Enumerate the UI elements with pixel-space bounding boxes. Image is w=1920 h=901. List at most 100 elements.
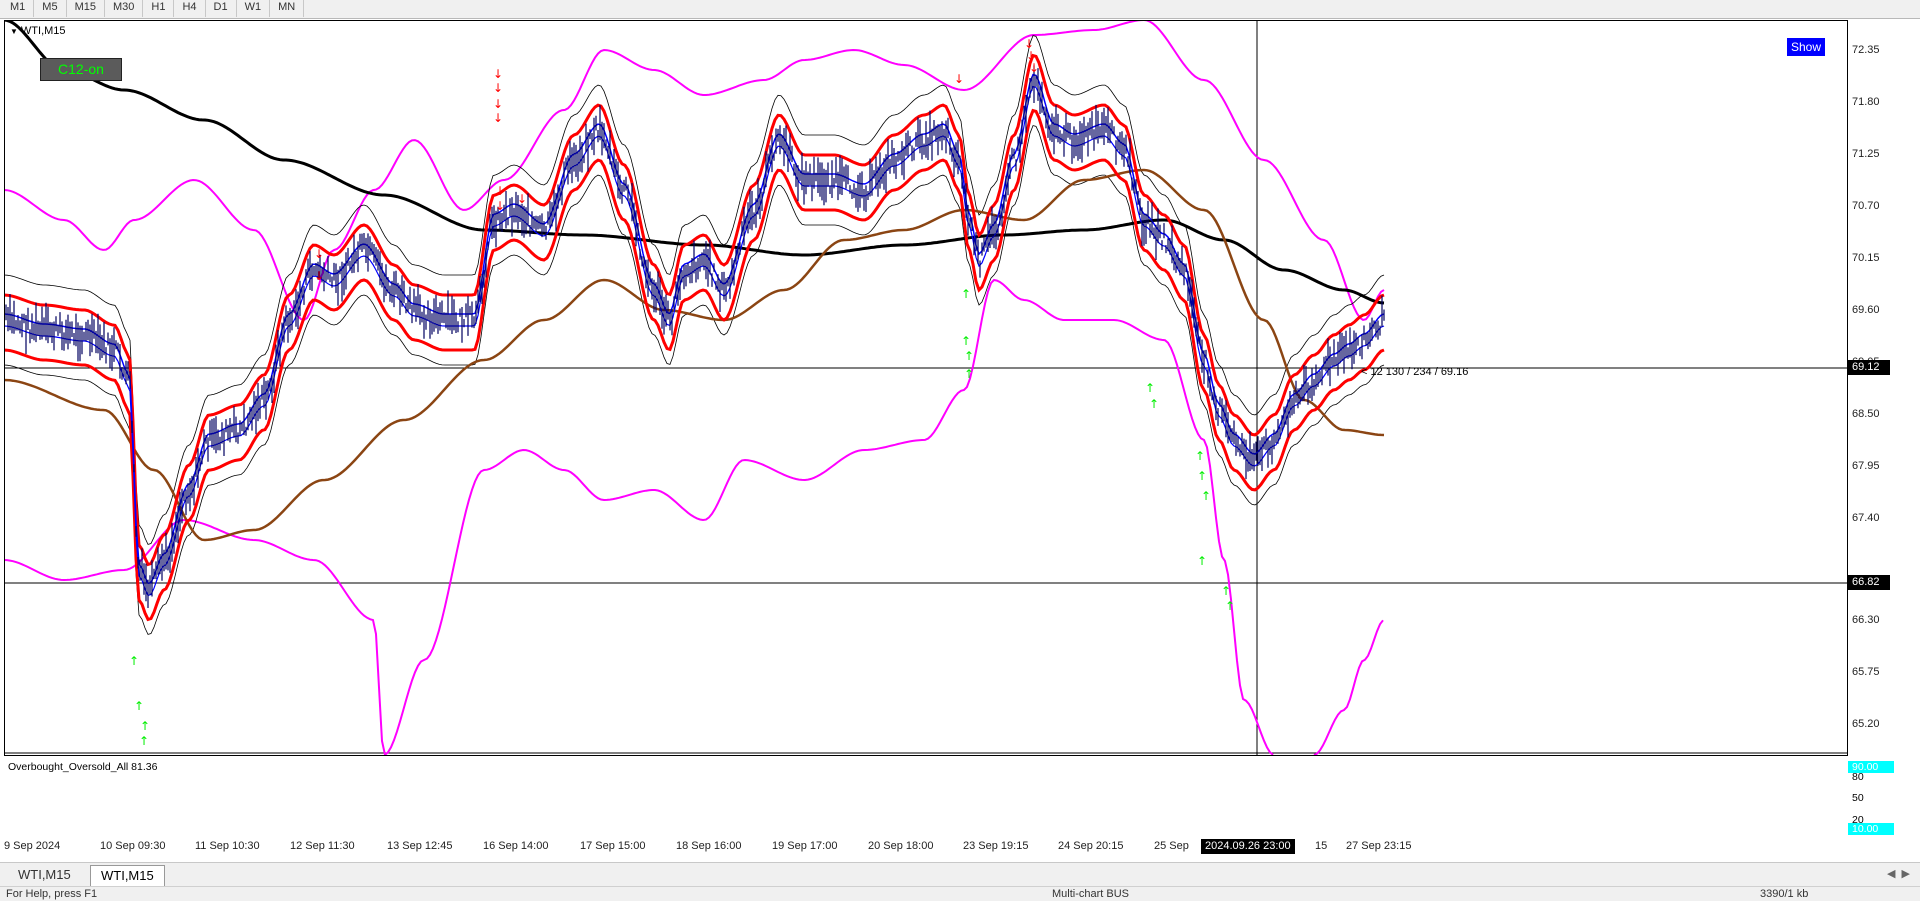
buy-arrow-icon: ↑ <box>1145 381 1155 395</box>
time-label: 15 <box>1315 840 1328 852</box>
buy-arrow-icon: ↑ <box>964 349 974 363</box>
crosshair-annotation: < 12 130 / 234 / 69.16 <box>1361 366 1469 378</box>
sell-arrow-icon: ↓ <box>493 97 503 111</box>
timeframe-button-m1[interactable]: M1 <box>2 0 35 17</box>
buy-arrow-icon: ↑ <box>139 734 149 748</box>
time-label: 9 Sep 2024 <box>4 840 61 852</box>
envelope-upper-line <box>4 20 1385 322</box>
time-label: 27 Sep 23:15 <box>1346 840 1412 852</box>
price-label: 71.25 <box>1852 148 1880 160</box>
sell-arrow-icon: ↓ <box>314 247 324 261</box>
tab-wti-m15-1[interactable]: WTI,M15 <box>18 867 71 882</box>
chart-tabs-bar: WTI,M15 WTI,M15 ◀ ▶ <box>0 862 1920 887</box>
timeframe-button-mn[interactable]: MN <box>270 0 305 17</box>
oscillator-level-20: 20 <box>1852 814 1864 826</box>
collapse-triangle-icon[interactable]: ▼ <box>10 27 18 36</box>
tab-scroll-arrows[interactable]: ◀ ▶ <box>1887 867 1910 880</box>
c12-status-label: C12-on <box>40 58 122 81</box>
status-traffic-text: 3390/1 kb <box>1760 888 1809 900</box>
price-label: 67.95 <box>1852 460 1880 472</box>
oscillator-level-50: 50 <box>1852 792 1864 804</box>
price-bars <box>4 65 1385 608</box>
time-label: 13 Sep 12:45 <box>387 840 453 852</box>
scroll-right-icon[interactable]: ▶ <box>1901 868 1910 880</box>
oscillator-label: Overbought_Oversold_All 81.36 <box>8 761 158 773</box>
crosshair-time-label: 2024.09.26 23:00 <box>1201 839 1295 854</box>
buy-arrow-icon: ↑ <box>134 699 144 713</box>
band-upper-line <box>4 35 1385 545</box>
status-bar: For Help, press F1 Multi-chart BUS 3390/… <box>0 886 1920 901</box>
time-axis[interactable]: 9 Sep 2024 10 Sep 09:30 11 Sep 10:30 12 Sep… <box>0 838 1848 856</box>
status-profile-text: Multi-chart BUS <box>1052 888 1130 900</box>
time-label: 23 Sep 19:15 <box>963 840 1029 852</box>
time-label: 12 Sep 11:30 <box>290 840 355 852</box>
buy-arrow-icon: ↑ <box>1197 469 1207 483</box>
time-label: 24 Sep 20:15 <box>1058 840 1124 852</box>
time-label: 10 Sep 09:30 <box>100 840 166 852</box>
envelope-lower-line <box>4 278 1274 756</box>
sell-arrow-icon: ↓ <box>495 184 505 198</box>
buy-arrow-icon: ↑ <box>129 654 139 668</box>
time-label: 11 Sep 10:30 <box>195 840 260 852</box>
timeframe-toolbar: M1 M5 M15 M30 H1 H4 D1 W1 MN <box>0 0 1920 19</box>
oscillator-level-80: 80 <box>1852 771 1864 783</box>
timeframe-button-w1[interactable]: W1 <box>237 0 271 17</box>
sell-arrow-icon: ↓ <box>1026 49 1036 63</box>
band-lower-line <box>4 125 1385 635</box>
timeframe-button-m5[interactable]: M5 <box>34 0 67 17</box>
timeframe-button-h1[interactable]: H1 <box>143 0 175 17</box>
chart-symbol-label: ▼ WTI,M15 <box>10 25 66 37</box>
tab-wti-m15-2[interactable]: WTI,M15 <box>90 865 165 887</box>
price-chart[interactable]: ↓ ↓ ↓ ↓ ↓ ↓ ↓ ↓ ↓ ↓ ↓ ↓ ↓ ↑ ↑ ↑ ↑ ↑ ↑ ↑ ↑ ↑ ↑ ↑ ↑ ↑ ↑ ↑ ↑ <box>4 20 1848 756</box>
price-label: 69.60 <box>1852 304 1880 316</box>
timeframe-button-h4[interactable]: H4 <box>174 0 206 17</box>
price-label: 65.75 <box>1852 666 1880 678</box>
envelope-lower-line-right <box>1313 619 1384 756</box>
buy-arrow-icon: ↑ <box>961 334 971 348</box>
show-button[interactable]: Show <box>1787 38 1825 56</box>
buy-arrow-icon: ↑ <box>1225 599 1235 613</box>
price-label: 66.30 <box>1852 614 1880 626</box>
blue-ma-fast-line <box>4 73 1385 585</box>
price-label: 71.80 <box>1852 96 1880 108</box>
price-label: 65.20 <box>1852 718 1880 730</box>
medium-ma-line <box>4 168 1385 542</box>
sell-arrow-icon: ↓ <box>493 67 503 81</box>
price-line-high-label: 69.12 <box>1848 360 1890 375</box>
timeframe-button-m15[interactable]: M15 <box>67 0 105 17</box>
time-label: 20 Sep 18:00 <box>868 840 934 852</box>
sell-arrow-icon: ↓ <box>314 269 324 283</box>
buy-arrow-icon: ↑ <box>964 367 974 381</box>
price-line-low-label: 66.82 <box>1848 575 1890 590</box>
time-label: 18 Sep 16:00 <box>676 840 742 852</box>
time-label: 25 Sep <box>1154 840 1189 852</box>
sell-arrow-icon: ↓ <box>493 81 503 95</box>
status-help-text: For Help, press F1 <box>6 888 98 900</box>
time-label: 19 Sep 17:00 <box>772 840 838 852</box>
price-label: 70.15 <box>1852 252 1880 264</box>
oscillator-level-high: 90.00 <box>1848 761 1894 773</box>
timeframe-button-d1[interactable]: D1 <box>206 0 237 17</box>
price-axis[interactable]: 72.3571.8071.2570.7070.1569.6069.0568.50… <box>1848 20 1920 756</box>
time-label: 16 Sep 14:00 <box>483 840 549 852</box>
sell-arrow-icon: ↓ <box>495 199 505 213</box>
red-ma-lower-line <box>4 108 1385 622</box>
buy-arrow-icon: ↑ <box>961 287 971 301</box>
buy-arrow-icon: ↑ <box>1221 584 1231 598</box>
buy-arrow-icon: ↑ <box>1201 489 1211 503</box>
buy-arrow-icon: ↑ <box>140 719 150 733</box>
buy-arrow-icon: ↑ <box>1197 554 1207 568</box>
sell-arrow-icon: ↓ <box>517 192 527 206</box>
price-label: 70.70 <box>1852 200 1880 212</box>
symbol-text: WTI,M15 <box>20 25 66 37</box>
timeframe-button-m30[interactable]: M30 <box>105 0 144 17</box>
sell-arrow-icon: ↓ <box>954 72 964 86</box>
sell-arrow-icon: ↓ <box>1024 37 1034 51</box>
sell-arrow-icon: ↓ <box>1029 61 1039 75</box>
sell-arrow-icon: ↓ <box>493 111 503 125</box>
red-ma-upper-line <box>4 53 1385 567</box>
buy-arrow-icon: ↑ <box>1149 397 1159 411</box>
blue-ma-slow-line <box>4 85 1385 597</box>
price-chart-canvas[interactable]: ↓↓↓↓↓↓↓↓ ↓↓↓↓↓↑↑↑↑↑↑↑↑↑↑↑↑↑↑↑↑ <box>4 20 1848 756</box>
scroll-left-icon[interactable]: ◀ <box>1886 868 1896 880</box>
